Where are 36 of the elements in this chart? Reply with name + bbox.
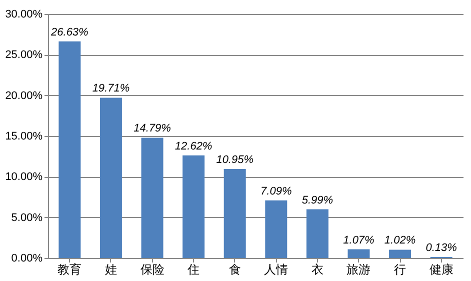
data-label: 0.13% [426,242,458,254]
bar [348,249,370,258]
x-tick-label: 娃 [104,262,117,276]
y-tick-label: 30.00% [5,8,43,20]
bar [306,209,328,258]
data-label: 5.99% [302,194,334,206]
y-tick-label: 5.00% [11,212,43,224]
x-tick-label: 住 [186,262,200,276]
bar [224,168,246,258]
bar [58,41,81,258]
x-tick-label: 旅游 [346,262,371,276]
data-label: 14.79% [134,122,172,135]
y-tick-label: 10.00% [5,171,43,184]
x-tick-label: 食 [228,262,241,276]
bar [182,155,205,258]
bar [100,98,122,258]
y-tick-label: 25.00% [5,49,43,62]
data-label: 10.95% [216,154,254,166]
y-tick-label: 20.00% [5,90,43,102]
y-tick-label: 15.00% [5,130,43,142]
data-label: 1.07% [343,234,375,246]
x-tick-label: 健康 [429,262,454,276]
bar [141,138,164,258]
x-tick-label: 保险 [140,262,164,276]
y-tick-label: 0.00% [11,252,43,264]
x-tick-label: 行 [394,262,406,276]
bar [389,250,412,258]
x-tick-label: 衣 [311,262,324,276]
data-label: 12.62% [174,140,212,152]
data-label: 26.63% [50,26,89,38]
data-label: 7.09% [260,185,292,198]
x-tick-label: 教育 [58,262,82,276]
x-tick-label: 人情 [264,262,288,276]
data-label: 1.02% [384,234,416,247]
bar [265,200,288,258]
data-label: 19.71% [92,82,130,95]
